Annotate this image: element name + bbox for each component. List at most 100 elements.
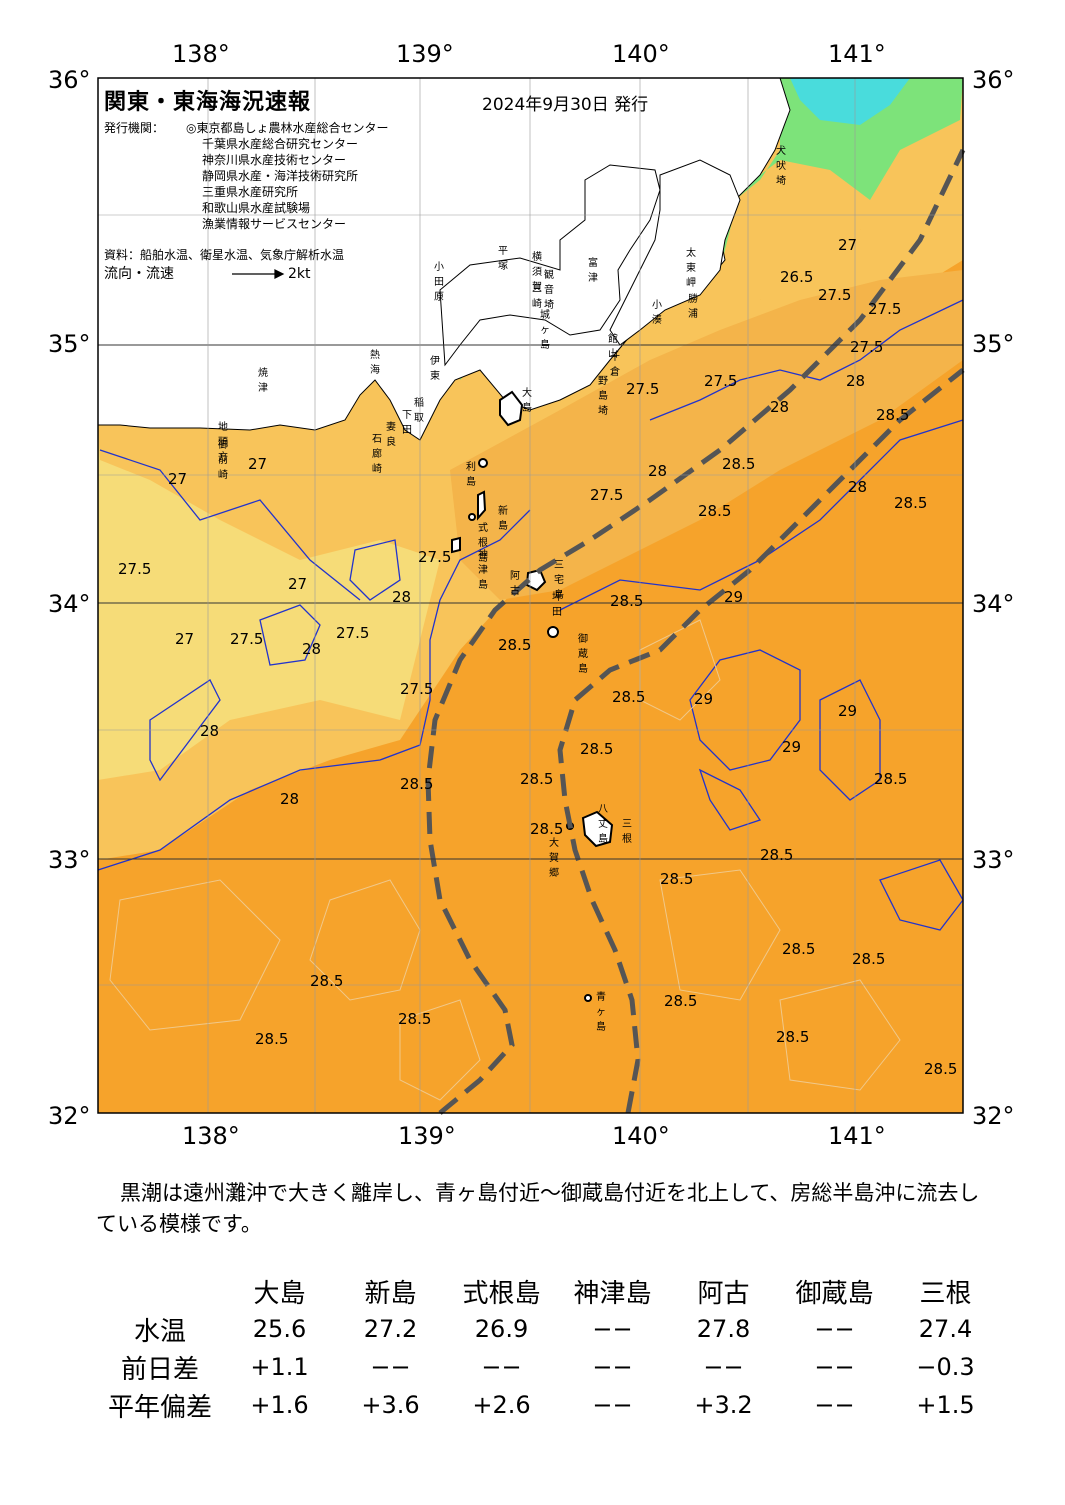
place-ako: 阿古: [510, 571, 520, 597]
table-cell: −−: [814, 1391, 855, 1419]
table-cell: +1.6: [250, 1391, 309, 1419]
place-mikura: 御蔵島: [578, 634, 588, 675]
contour-label: 27.5: [626, 380, 660, 398]
contour-label: 29: [694, 690, 714, 708]
place-yokosuka: 横須賀: [532, 252, 542, 293]
contour-label: 29: [724, 588, 744, 606]
issuer-item: 漁業情報サービスセンター: [202, 217, 347, 231]
place-inatori: 稲取: [414, 398, 424, 424]
contour-label: 27.5: [418, 548, 452, 566]
contour-label: 27.5: [818, 286, 852, 304]
lon-label-140-bottom: 140°: [612, 1122, 670, 1150]
contour-label: 27: [288, 575, 308, 593]
row-header: 水温: [133, 1316, 186, 1347]
place-inubo: 犬吠埼: [776, 146, 786, 187]
issuer-item: 三重県水産研究所: [202, 185, 299, 199]
contour-label: 27.5: [400, 680, 434, 698]
sea-mid-region: [450, 270, 963, 600]
issuer-item: 和歌山県水産試験場: [202, 201, 311, 215]
lon-label-138: 138°: [172, 40, 230, 68]
column-header: 新島: [364, 1278, 417, 1309]
flow-scale: 2kt: [288, 266, 311, 282]
contour-label: 27.5: [590, 486, 624, 504]
place-niijima: 新島: [498, 506, 508, 532]
table-corner: [96, 1272, 224, 1310]
contour-label: 27.5: [704, 372, 738, 390]
lat-label-34-right: 34°: [972, 590, 1015, 618]
contour-label: 28.5: [610, 592, 644, 610]
flow-scale-arrow: [232, 269, 285, 279]
island-shikine: [468, 513, 476, 521]
lat-label-34: 34°: [48, 590, 91, 618]
contour-label: 28.5: [776, 1028, 810, 1046]
contour-label: 26.5: [780, 268, 814, 286]
place-miura: 三崎: [532, 284, 542, 310]
contour-label: 28.5: [924, 1060, 958, 1078]
contour-label: 28.5: [310, 972, 344, 990]
table-cell: +1.1: [250, 1353, 309, 1381]
summary-text: 黒潮は遠州灘沖で大きく離岸し、青ヶ島付近～御蔵島付近を北上して、房総半島沖に流去…: [96, 1181, 980, 1236]
island-oshima: [499, 390, 524, 427]
isotherm-contours-light: [109, 619, 901, 1101]
table-cell: −−: [592, 1353, 633, 1381]
column-header: 阿古: [697, 1278, 750, 1309]
place-toshima: 利島: [466, 462, 476, 488]
place-taitomisaki: 太東岬: [686, 248, 696, 289]
island-aogashima: [584, 994, 592, 1002]
lat-label-32: 32°: [48, 1102, 91, 1130]
lon-label-140: 140°: [612, 40, 670, 68]
grid-lines-light: [98, 78, 963, 1113]
island-kozu: [451, 536, 461, 554]
issuer-item: 静岡県水産・海洋技術研究所: [202, 169, 359, 183]
contour-label: 27.5: [868, 300, 902, 318]
contour-label: 28: [302, 640, 322, 658]
contour-label: 28: [648, 462, 668, 480]
issuer-item: 千葉県水産総合研究センター: [202, 137, 359, 151]
contour-label: 28.5: [398, 1010, 432, 1028]
contour-label: 28.5: [876, 406, 910, 424]
place-mera: 妻良: [386, 422, 396, 448]
table-cell: 26.9: [474, 1315, 529, 1343]
table-cell: −−: [481, 1353, 522, 1381]
table-cell: 27.2: [363, 1315, 418, 1343]
contour-label: 27: [248, 455, 268, 473]
contour-label: 28.5: [760, 846, 794, 864]
place-hachijo: 八丈島: [598, 804, 608, 845]
island-niijima: [477, 490, 487, 521]
issuer-label: 発行機関：: [104, 121, 165, 135]
contour-label: 28.5: [722, 455, 756, 473]
place-shikine: 式根島: [478, 523, 488, 564]
contour-label: 28.5: [580, 740, 614, 758]
place-omaezaki: 御前崎: [218, 440, 228, 481]
table-header-row: 大島 新島 式根島 神津島 阿古 御蔵島 三根: [96, 1272, 1001, 1310]
lon-label-139: 139°: [396, 40, 454, 68]
contour-label: 28.5: [782, 940, 816, 958]
contour-label: 28: [846, 372, 866, 390]
lat-label-36: 36°: [48, 66, 91, 94]
grid-lines: [98, 344, 963, 860]
contour-label: 27: [175, 630, 195, 648]
place-oshima: 大島: [522, 388, 532, 414]
table-cell: −−: [814, 1315, 855, 1343]
contour-label: 28.5: [530, 820, 564, 838]
issuer-item: 神奈川県水産技術センター: [202, 153, 347, 167]
lat-label-32-right: 32°: [972, 1102, 1015, 1130]
isotherm-contours: [97, 299, 964, 931]
column-header: 式根島: [462, 1278, 541, 1309]
table-cell: 27.4: [918, 1315, 973, 1343]
place-atami: 熱海: [370, 350, 380, 376]
place-okago: 大賀郷: [549, 838, 559, 879]
table-cell: +2.6: [472, 1391, 531, 1419]
contour-label: 28.5: [660, 870, 694, 888]
place-futtsu: 富津: [588, 258, 598, 284]
contour-label: 28.5: [255, 1030, 289, 1048]
place-kannonzaki: 観音埼: [544, 270, 554, 311]
place-tsubota: 坪田: [552, 592, 562, 618]
place-katsuura: 勝浦: [688, 294, 698, 320]
island-hachijo: [581, 810, 614, 848]
data-source: 資料：船舶水温、衛星水温、気象庁解析水温: [104, 248, 345, 262]
contour-label: 27: [168, 470, 188, 488]
contour-label: 28.5: [894, 494, 928, 512]
lat-label-33-right: 33°: [972, 846, 1015, 874]
